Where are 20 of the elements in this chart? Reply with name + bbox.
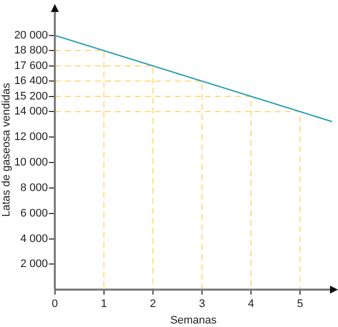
x-axis-title: Semanas <box>170 314 218 326</box>
y-tick-label: 6 000 <box>20 207 48 220</box>
y-tick-label: 18 800 <box>14 44 48 57</box>
y-tick-label: 14 000 <box>14 106 48 118</box>
x-tick-label: 3 <box>198 298 206 310</box>
y-tick-label: 15 200 <box>14 90 48 102</box>
y-axis-title: Latas de gaseosa vendidas <box>0 82 13 217</box>
y-tick-label: 17 600 <box>14 60 48 72</box>
y-tick-label: 8 000 <box>20 182 48 194</box>
y-tick-label: 20 000 <box>14 29 48 42</box>
x-tick-label: 5 <box>297 298 304 310</box>
x-tick-label: 2 <box>150 298 156 310</box>
x-tick-label: 0 <box>52 298 58 310</box>
y-tick-label: 12 000 <box>14 131 48 144</box>
y-tick-label: 2 000 <box>20 258 48 270</box>
x-tick-label: 4 <box>248 298 254 310</box>
y-tick-label: 16 400 <box>14 75 48 88</box>
y-tick-label: 4 000 <box>20 232 48 245</box>
x-tick-label: 1 <box>100 298 107 310</box>
y-tick-label: 10 000 <box>14 156 48 169</box>
